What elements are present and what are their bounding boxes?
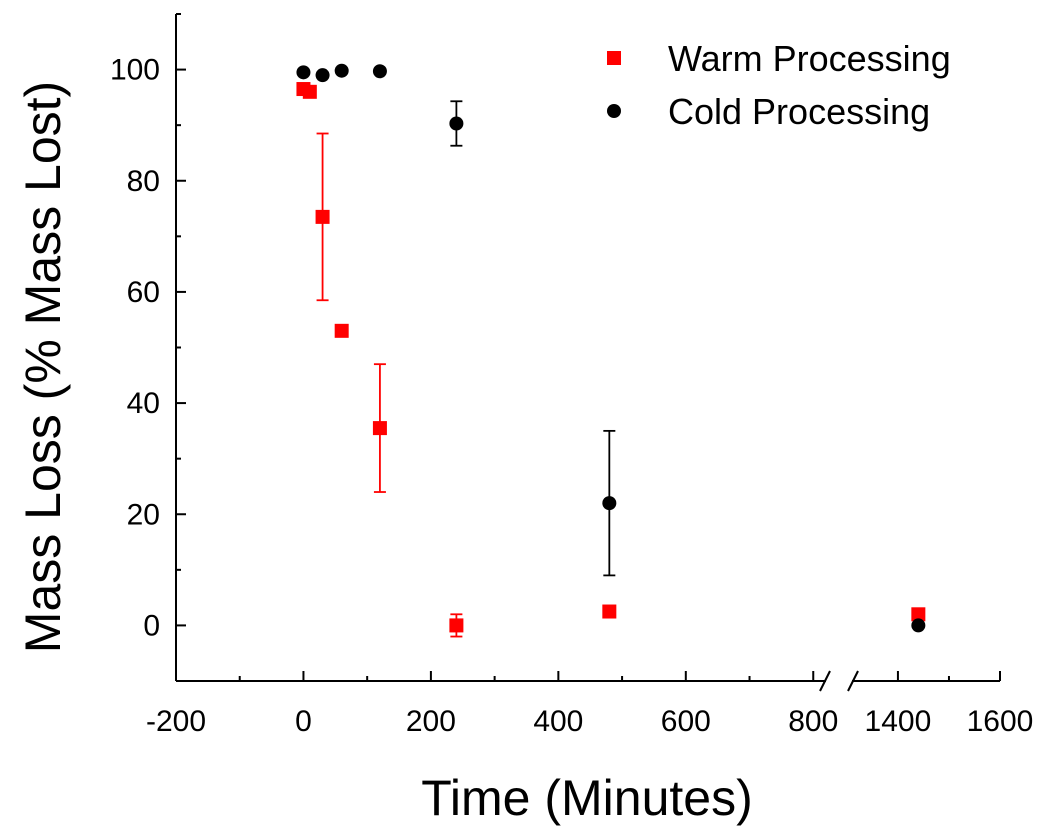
x-axis-label: Time (Minutes) [421,770,753,826]
y-tick-label: 60 [127,276,160,309]
legend-label: Cold Processing [668,91,930,132]
y-tick-label: 0 [143,609,160,642]
x-tick-label: 0 [295,705,312,738]
x-tick-label: 400 [533,705,583,738]
data-point-cold [334,63,349,78]
x-tick-label: 1600 [967,705,1034,738]
x-tick-label: 600 [661,705,711,738]
x-tick-label: 1400 [865,705,932,738]
markers [296,63,926,633]
data-point-warm [334,323,349,338]
y-tick-label: 40 [127,387,160,420]
legend-marker-warm [607,51,621,65]
data-point-cold [372,64,387,79]
x-tick-label: -200 [146,705,206,738]
legend-marker-cold [607,104,621,118]
data-point-warm [315,209,330,224]
data-point-warm [602,604,617,619]
x-tick-label: 200 [406,705,456,738]
data-point-cold [296,65,311,80]
axis-break-mark [847,670,859,692]
legend-label: Warm Processing [668,38,951,79]
y-axis-label: Mass Loss (% Mass Lost) [15,81,71,653]
data-point-warm [449,618,464,633]
data-point-cold [449,116,464,131]
data-point-warm [372,421,387,436]
data-point-cold [315,68,330,83]
y-tick-label: 20 [127,498,160,531]
x-tick-label: 800 [788,705,838,738]
legend: Warm Processing Cold Processing [607,38,951,132]
data-point-cold [911,618,926,633]
y-tick-label: 80 [127,165,160,198]
data-point-warm [911,607,926,622]
error-bars [316,100,616,638]
ticks: 0 20 40 60 80 100 -200 0 200 400 600 800 1400 1600 [110,13,1034,738]
data-point-warm [302,84,317,99]
data-point-cold [602,496,617,511]
axis-break-mark [819,670,831,692]
y-tick-label: 100 [110,54,160,87]
